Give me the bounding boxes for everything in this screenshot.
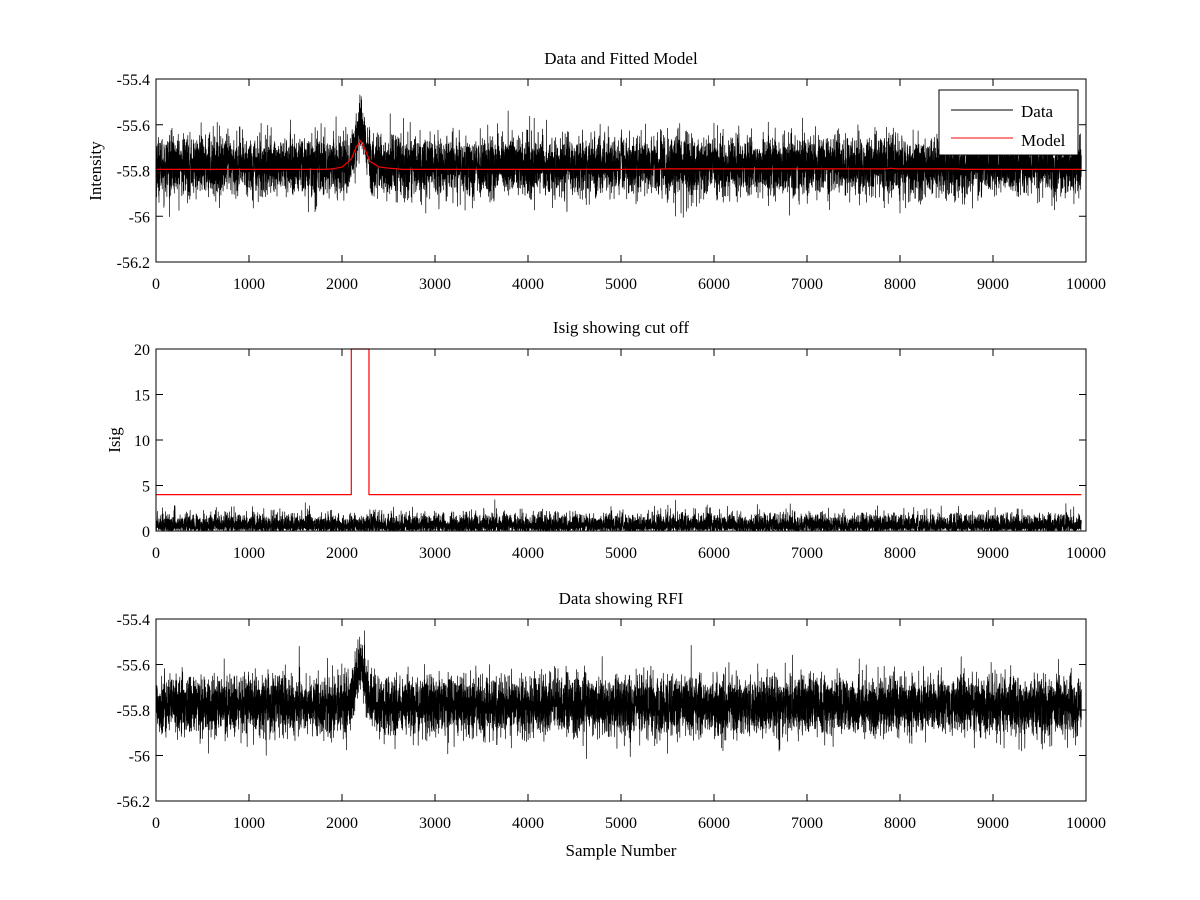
x-tick-label: 6000 <box>698 815 730 832</box>
y-tick-label: 0 <box>142 524 150 541</box>
y-tick-label: -56 <box>129 749 150 766</box>
y-tick-label: -55.6 <box>117 658 150 675</box>
x-tick-label: 2000 <box>326 815 358 832</box>
panel-1-legend: Data Model <box>938 89 1079 156</box>
x-tick-label: 8000 <box>884 545 916 562</box>
y-tick-label: -55.8 <box>117 164 150 181</box>
panel-1-ticks: 0 1000 2000 3000 4000 5000 6000 7000 8000 9000 100… <box>117 72 1106 293</box>
y-tick-label: 10 <box>134 433 150 450</box>
y-tick-label: 5 <box>142 479 150 496</box>
series-data-line <box>155 630 1082 759</box>
panel-2-title: Isig showing cut off <box>553 318 689 337</box>
panel-1: Data and Fitted Model Intensity 0 1000 200… <box>86 49 1106 293</box>
x-tick-label: 5000 <box>605 276 637 293</box>
plot-background <box>156 349 1086 531</box>
x-tick-label: 8000 <box>884 276 916 293</box>
panel-2-plot-area <box>155 348 1086 532</box>
series-isig-line <box>155 499 1082 532</box>
y-tick-label: -55.8 <box>117 703 150 720</box>
x-tick-label: 8000 <box>884 815 916 832</box>
x-tick-label: 6000 <box>698 545 730 562</box>
panel-1-title: Data and Fitted Model <box>544 49 698 68</box>
x-tick-label: 4000 <box>512 545 544 562</box>
series-data-line <box>155 94 1082 218</box>
series-model-line <box>156 140 1082 170</box>
x-tick-label: 4000 <box>512 276 544 293</box>
legend-model-label: Model <box>1021 131 1066 150</box>
x-tick-label: 0 <box>152 545 160 562</box>
panel-3-x-axis-label: Sample Number <box>566 841 677 860</box>
y-tick-label: -55.4 <box>117 612 150 629</box>
y-tick-label: -55.6 <box>117 118 150 135</box>
y-tick-label: -56.2 <box>117 794 150 811</box>
x-tick-label: 9000 <box>977 815 1009 832</box>
x-tick-label: 4000 <box>512 815 544 832</box>
x-tick-label: 2000 <box>326 276 358 293</box>
panel-1-y-axis-label: Intensity <box>86 141 105 201</box>
x-tick-label: 7000 <box>791 545 823 562</box>
x-tick-label: 1000 <box>233 276 265 293</box>
panel-3-title: Data showing RFI <box>559 589 684 608</box>
y-tick-label: 20 <box>134 342 150 359</box>
x-tick-label: 9000 <box>977 276 1009 293</box>
y-tick-label: -56.2 <box>117 255 150 272</box>
x-tick-label: 0 <box>152 276 160 293</box>
x-tick-label: 7000 <box>791 276 823 293</box>
y-tick-label: -55.4 <box>117 72 150 89</box>
y-tick-label: -56 <box>129 209 150 226</box>
x-tick-label: 7000 <box>791 815 823 832</box>
x-tick-label: 6000 <box>698 276 730 293</box>
legend-box <box>938 89 1079 156</box>
x-tick-label: 9000 <box>977 545 1009 562</box>
x-tick-label: 5000 <box>605 545 637 562</box>
x-tick-label: 1000 <box>233 815 265 832</box>
x-tick-label: 0 <box>152 815 160 832</box>
panel-2-y-axis-label: Isig <box>105 427 124 453</box>
x-tick-label: 5000 <box>605 815 637 832</box>
x-tick-label: 1000 <box>233 545 265 562</box>
panel-3-plot-area <box>155 619 1086 801</box>
panel-1-plot-area <box>155 79 1086 262</box>
x-tick-label: 10000 <box>1066 545 1106 562</box>
panel-2: Isig showing cut off Isig 0 1000 2000 3000 4… <box>105 318 1106 562</box>
legend-data-label: Data <box>1021 102 1054 121</box>
panel-3: Data showing RFI Sample Number 0 1000 2000… <box>117 589 1106 860</box>
x-tick-label: 3000 <box>419 815 451 832</box>
y-tick-label: 15 <box>134 388 150 405</box>
x-tick-label: 2000 <box>326 545 358 562</box>
panel-3-ticks: 0 1000 2000 3000 4000 5000 6000 7000 8000 9000 100… <box>117 612 1106 832</box>
x-tick-label: 10000 <box>1066 276 1106 293</box>
x-tick-label: 3000 <box>419 276 451 293</box>
x-tick-label: 10000 <box>1066 815 1106 832</box>
x-tick-label: 3000 <box>419 545 451 562</box>
panel-2-ticks: 0 1000 2000 3000 4000 5000 6000 7000 8000 9000 100… <box>134 342 1106 562</box>
